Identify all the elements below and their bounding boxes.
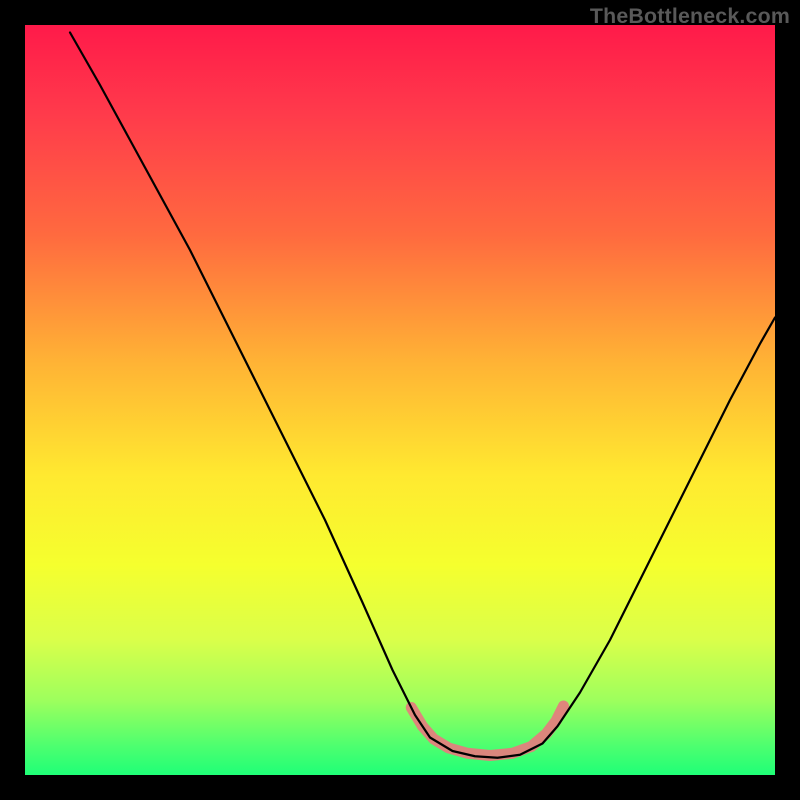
bottleneck-curve-chart — [0, 0, 800, 800]
plot-gradient-area — [25, 25, 775, 775]
watermark-text: TheBottleneck.com — [590, 4, 790, 29]
chart-container: TheBottleneck.com — [0, 0, 800, 800]
